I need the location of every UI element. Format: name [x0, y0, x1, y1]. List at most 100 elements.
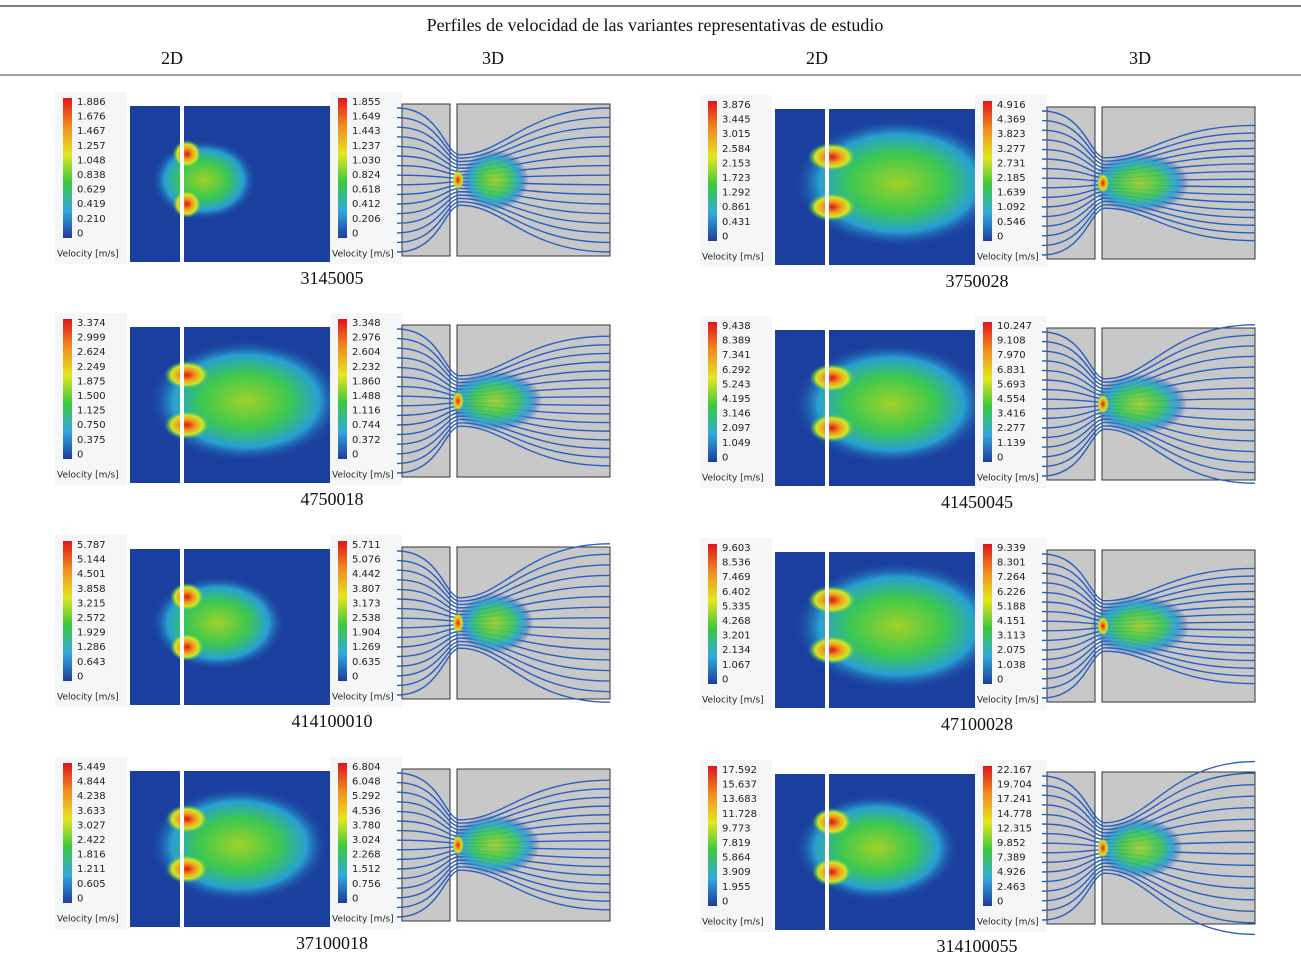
- colorbar-tick: 9.108: [997, 336, 1026, 347]
- colorbar-tick: 7.341: [722, 350, 751, 361]
- colorbar-tick: 4.916: [997, 100, 1026, 111]
- colorbar-tick: 0: [722, 674, 728, 685]
- colorbar-tick: 0: [77, 893, 83, 904]
- colorbar-tick: 3.215: [77, 598, 106, 609]
- colorbar-tick: 2.538: [352, 613, 381, 624]
- colorbar-tick: 0.643: [77, 657, 106, 668]
- colorbar-tick: 17.241: [997, 794, 1032, 805]
- colorbar-tick: 4.926: [997, 867, 1026, 878]
- colorbar-tick: 19.704: [997, 780, 1032, 791]
- colorbar-tick: 1.639: [997, 188, 1026, 199]
- colorbar-tick: 0: [77, 671, 83, 682]
- colorbar-tick: 0: [77, 228, 83, 239]
- colorbar-tick: 1.257: [77, 141, 106, 152]
- panel: 3.3742.9992.6242.2491.8751.5001.1250.750…: [55, 313, 610, 509]
- legend-title: Velocity [m/s]: [332, 693, 394, 703]
- colorbar-tick: 3.374: [77, 318, 106, 329]
- colorbar-tick: 6.804: [352, 762, 381, 773]
- colorbar-tick: 13.683: [722, 794, 757, 805]
- colorbar-tick: 0: [77, 449, 83, 460]
- column-header: 3D: [1129, 48, 1151, 68]
- colorbar-tick: 3.445: [722, 115, 751, 126]
- hot-spot: [170, 583, 204, 611]
- jet-2d: [151, 576, 286, 671]
- colorbar-tick: 3.807: [352, 584, 381, 595]
- colorbar-tick: 0.824: [352, 170, 381, 181]
- colorbar-tick: 10.247: [997, 321, 1032, 332]
- legend-title: Velocity [m/s]: [332, 915, 394, 925]
- colorbar-tick: 9.852: [997, 838, 1026, 849]
- column-header: 2D: [161, 48, 183, 68]
- colorbar-tick: 2.134: [722, 645, 751, 656]
- colorbar-tick: 9.603: [722, 543, 751, 554]
- colorbar-tick: 1.139: [997, 438, 1026, 449]
- panel-label: 4750018: [301, 489, 364, 509]
- colorbar-tick: 3.416: [997, 409, 1026, 420]
- colorbar-tick: 0.861: [722, 202, 751, 213]
- colorbar-tick: 3.909: [722, 867, 751, 878]
- colorbar-tick: 1.286: [77, 642, 106, 653]
- hot-spot: [1097, 394, 1109, 414]
- panel: 1.8861.6761.4671.2571.0480.8380.6290.419…: [55, 92, 610, 288]
- colorbar-tick: 1.443: [352, 126, 381, 137]
- colorbar-tick: 1.067: [722, 660, 751, 671]
- colorbar-tick: 1.049: [722, 438, 751, 449]
- colorbar: [63, 98, 72, 238]
- colorbar-tick: 4.369: [997, 115, 1026, 126]
- colorbar-tick: 3.876: [722, 100, 751, 111]
- colorbar-tick: 3.024: [352, 835, 381, 846]
- chamber: [402, 325, 450, 477]
- hot-spot: [173, 140, 201, 168]
- chamber: [1047, 772, 1095, 924]
- colorbar-tick: 1.467: [77, 126, 106, 137]
- colorbar-tick: 3.823: [997, 129, 1026, 140]
- hot-spot: [164, 361, 209, 389]
- colorbar-tick: 6.226: [997, 587, 1026, 598]
- hot-spot: [170, 633, 204, 661]
- colorbar-tick: 4.151: [997, 616, 1026, 627]
- colorbar-tick: 4.501: [77, 569, 106, 580]
- colorbar-tick: 0: [997, 674, 1003, 685]
- colorbar-tick: 2.604: [352, 347, 381, 358]
- colorbar-tick: 5.243: [722, 379, 751, 390]
- panel: 9.6038.5367.4696.4025.3354.2683.2012.134…: [700, 538, 1255, 734]
- hot-spot: [1097, 173, 1109, 193]
- colorbar-tick: 5.188: [997, 601, 1026, 612]
- colorbar-tick: 6.831: [997, 365, 1026, 376]
- colorbar-tick: 5.292: [352, 791, 381, 802]
- colorbar-tick: 14.778: [997, 809, 1032, 820]
- colorbar-tick: 2.232: [352, 362, 381, 373]
- colorbar: [63, 319, 72, 459]
- colorbar-tick: 2.075: [997, 645, 1026, 656]
- legend-title: Velocity [m/s]: [702, 253, 764, 263]
- colorbar-tick: 1.116: [352, 406, 381, 417]
- colorbar-tick: 5.693: [997, 379, 1026, 390]
- jet-3d: [461, 150, 529, 210]
- wall: [180, 549, 184, 705]
- chamber: [402, 104, 450, 256]
- colorbar-tick: 1.237: [352, 141, 381, 152]
- colorbar-tick: 5.449: [77, 762, 106, 773]
- colorbar: [708, 322, 717, 462]
- colorbar-tick: 1.512: [352, 864, 381, 875]
- colorbar-tick: 5.711: [352, 540, 381, 551]
- jet-2d: [152, 140, 257, 221]
- colorbar-tick: 2.463: [997, 882, 1026, 893]
- legend-title: Velocity [m/s]: [977, 696, 1039, 706]
- wall: [825, 774, 829, 930]
- hot-spot: [452, 170, 464, 190]
- colorbar-tick: 17.592: [722, 765, 757, 776]
- legend-title: Velocity [m/s]: [57, 915, 119, 925]
- panel-label: 3750028: [946, 271, 1009, 291]
- wall: [180, 327, 184, 483]
- colorbar-tick: 0.838: [77, 170, 106, 181]
- colorbar-tick: 15.637: [722, 780, 757, 791]
- colorbar-tick: 1.092: [997, 202, 1026, 213]
- colorbar-tick: 5.076: [352, 555, 381, 566]
- colorbar-tick: 0.744: [352, 420, 381, 431]
- colorbar-tick: 8.301: [997, 558, 1026, 569]
- colorbar-tick: 0.412: [352, 199, 381, 210]
- colorbar-tick: 3.173: [352, 598, 381, 609]
- wall: [180, 771, 184, 927]
- colorbar-tick: 3.201: [722, 631, 751, 642]
